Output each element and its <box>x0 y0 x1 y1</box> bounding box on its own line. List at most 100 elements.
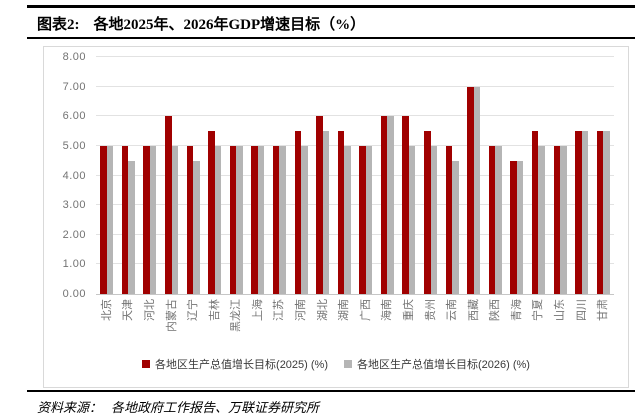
bar-2026-辽宁 <box>193 160 200 294</box>
gdp-target-bar-chart: 0.00 1.00 2.00 3.00 4.00 5.00 6.00 7.00 8.00 北京 天津… <box>43 46 629 388</box>
x-tick-label-江苏: 江苏 <box>273 299 286 321</box>
x-tick-label-辽宁: 辽宁 <box>187 299 200 321</box>
bar-2026-青海 <box>516 160 524 294</box>
bar-2026-湖北 <box>322 131 330 294</box>
x-tick-label-青海: 青海 <box>510 299 523 321</box>
gridline <box>96 56 614 57</box>
bar-2026-上海 <box>257 145 265 294</box>
y-tick-label: 7.00 <box>62 80 86 93</box>
bar-2025-海南 <box>380 116 388 294</box>
source-text: 各地政府工作报告、万联证券研究所 <box>111 400 320 415</box>
x-tick-label-河北: 河北 <box>143 299 156 321</box>
bar-2026-宁夏 <box>538 145 545 294</box>
bar-2025-湖北 <box>316 116 323 294</box>
gridline <box>96 204 614 206</box>
bar-2025-云南 <box>445 145 453 294</box>
bar-2025-河南 <box>294 131 302 294</box>
x-tick-label-吉林: 吉林 <box>208 299 221 321</box>
x-tick-label-陕西: 陕西 <box>489 299 502 321</box>
x-tick-label-重庆: 重庆 <box>402 299 415 321</box>
bar-2026-海南 <box>387 116 394 294</box>
x-tick-label-贵州: 贵州 <box>424 299 437 321</box>
x-tick-label-甘肃: 甘肃 <box>597 299 610 321</box>
bar-2026-山东 <box>560 145 567 294</box>
bar-2026-北京 <box>106 145 114 294</box>
x-tick-label-北京: 北京 <box>100 299 113 321</box>
legend-marker-2026-icon <box>344 360 352 368</box>
bar-2026-江苏 <box>279 145 286 294</box>
bar-2026-河北 <box>149 145 157 294</box>
bar-2025-贵州 <box>424 131 431 294</box>
legend: 各地区生产总值增长目标(2025) (%) 各地区生产总值增长目标(2026) … <box>44 356 628 372</box>
bar-2025-黑龙江 <box>229 145 237 294</box>
bar-2025-四川 <box>575 131 582 294</box>
source-label: 资料来源： <box>37 400 103 415</box>
gridline <box>96 115 614 117</box>
bar-2025-内蒙古 <box>165 116 172 294</box>
bar-2026-内蒙古 <box>171 145 179 294</box>
y-tick-label: 4.00 <box>62 169 86 182</box>
bar-2025-甘肃 <box>596 131 604 294</box>
legend-item-2026: 各地区生产总值增长目标(2026) (%) <box>344 356 530 372</box>
x-tick-label-湖南: 湖南 <box>338 299 351 321</box>
bar-2025-山东 <box>553 145 561 294</box>
bar-2026-天津 <box>128 160 135 294</box>
bottom-rule <box>27 390 635 392</box>
x-tick-label-海南: 海南 <box>381 299 394 321</box>
bar-2025-上海 <box>251 145 258 294</box>
figure-title-text: 各地2025年、2026年GDP增速目标（%） <box>93 17 366 33</box>
bar-2026-云南 <box>452 160 459 294</box>
legend-label-2026: 各地区生产总值增长目标(2026) (%) <box>357 359 530 371</box>
bar-2025-重庆 <box>402 116 409 294</box>
bar-2026-四川 <box>581 131 589 294</box>
bar-2025-西藏 <box>467 86 474 294</box>
legend-label-2025: 各地区生产总值增长目标(2025) (%) <box>155 359 328 371</box>
bar-2026-广西 <box>365 145 373 294</box>
bar-2025-青海 <box>510 160 517 294</box>
bar-2025-陕西 <box>488 145 496 294</box>
gridline <box>96 144 614 146</box>
x-tick-label-内蒙古: 内蒙古 <box>165 299 178 332</box>
source-note: 资料来源： 各地政府工作报告、万联证券研究所 <box>37 397 319 416</box>
bar-2026-河南 <box>301 145 308 294</box>
x-tick-label-四川: 四川 <box>575 299 588 321</box>
gridline <box>96 263 614 265</box>
y-tick-label: 5.00 <box>62 139 86 152</box>
gridline <box>96 174 614 176</box>
bar-2025-湖南 <box>337 131 345 294</box>
legend-item-2025: 各地区生产总值增长目标(2025) (%) <box>142 356 328 372</box>
x-tick-label-云南: 云南 <box>446 299 459 321</box>
x-axis-line <box>96 294 614 295</box>
y-tick-label: 0.00 <box>62 288 86 300</box>
bar-2025-天津 <box>121 145 129 294</box>
gridline <box>96 233 614 235</box>
bar-2025-河北 <box>143 145 150 294</box>
x-tick-label-山东: 山东 <box>554 299 567 321</box>
bar-2026-重庆 <box>408 145 416 294</box>
bar-2025-北京 <box>100 145 107 294</box>
x-tick-label-上海: 上海 <box>251 299 264 321</box>
x-tick-label-河南: 河南 <box>295 299 308 321</box>
y-tick-label: 8.00 <box>62 51 86 63</box>
x-tick-label-湖北: 湖北 <box>316 299 329 321</box>
figure-title: 图表2: 各地2025年、2026年GDP增速目标（%） <box>37 13 365 34</box>
y-tick-label: 1.00 <box>62 258 86 271</box>
y-tick-label: 6.00 <box>62 110 86 123</box>
y-tick-label: 2.00 <box>62 228 86 241</box>
x-tick-label-天津: 天津 <box>122 299 135 321</box>
bar-2026-甘肃 <box>603 131 610 294</box>
gridline <box>96 85 614 87</box>
bar-2026-西藏 <box>473 86 481 294</box>
bar-2025-广西 <box>359 145 366 294</box>
bar-2025-吉林 <box>208 131 215 294</box>
bar-2025-辽宁 <box>186 145 194 294</box>
x-tick-label-广西: 广西 <box>359 299 372 321</box>
plot-area: 0.00 1.00 2.00 3.00 4.00 5.00 6.00 7.00 8.00 北京 天津… <box>44 47 628 387</box>
top-rule <box>27 5 635 8</box>
title-rule <box>27 37 635 39</box>
x-tick-label-宁夏: 宁夏 <box>532 299 545 321</box>
bar-2026-贵州 <box>430 145 438 294</box>
y-tick-label: 3.00 <box>62 199 86 212</box>
x-tick-label-西藏: 西藏 <box>467 299 480 321</box>
x-tick-label-黑龙江: 黑龙江 <box>230 299 243 332</box>
